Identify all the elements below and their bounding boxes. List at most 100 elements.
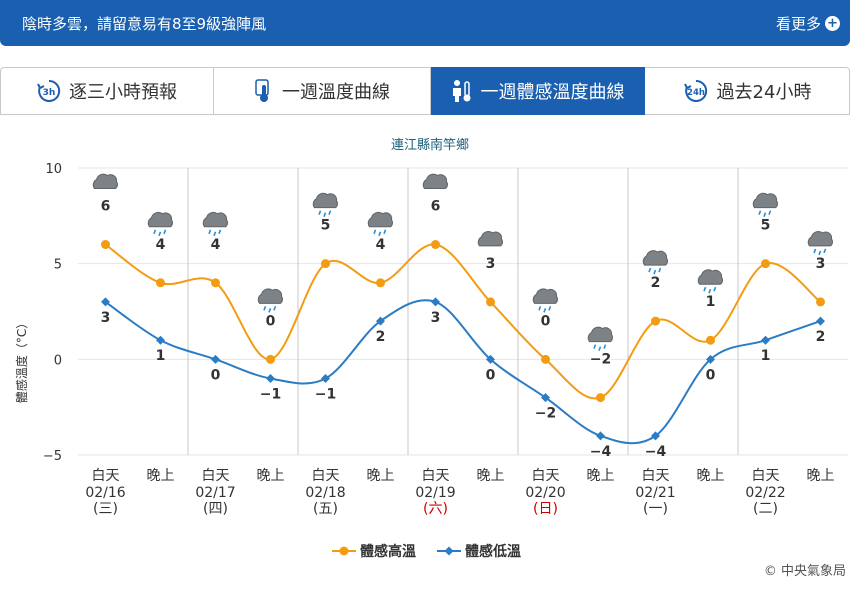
rain-drop (648, 267, 652, 273)
rain-drop (603, 344, 607, 349)
y-tick-label: 0 (54, 353, 62, 368)
rain-drop (268, 308, 272, 313)
low-point (486, 354, 495, 364)
cloud-shape (807, 231, 833, 247)
high-point (101, 240, 110, 250)
rain-drop (713, 286, 717, 292)
rain-drop (208, 229, 212, 235)
high-data-label: 5 (761, 218, 771, 234)
high-point (761, 259, 770, 269)
high-data-label: −2 (590, 352, 611, 368)
high-data-label: 1 (706, 294, 716, 310)
low-point (431, 297, 440, 307)
tab-three-hour-forecast[interactable]: 3h 逐三小時預報 (0, 67, 214, 115)
high-data-label: 5 (321, 218, 331, 234)
x-period-label: 白天 (752, 468, 780, 484)
partly-cloudy-rain-icon (367, 211, 393, 237)
cloudy-rain-icon (312, 192, 338, 217)
rain-drop (158, 231, 162, 237)
see-more-link[interactable]: 看更多 + (776, 13, 840, 34)
low-series: 3 1 0 −1 −1 2 3 0 −2 −4 −4 0 1 2 (101, 297, 825, 460)
rain-drop (323, 212, 327, 217)
high-point (266, 354, 275, 364)
x-tick-labels: 白天 晚上 白天 晚上 白天 晚上 白天 晚上 白天 晚上 白天 晚上 白天 晚上 02/16(三) 02/1… (85, 468, 834, 517)
rain-drop (593, 344, 597, 349)
body-thermometer-icon (451, 79, 473, 103)
x-period-label: 晚上 (257, 468, 285, 484)
low-data-label: 0 (211, 367, 221, 383)
x-period-label: 晚上 (367, 468, 395, 484)
x-period-label: 晚上 (697, 468, 725, 484)
cloudy-icon (422, 173, 448, 190)
low-point (376, 316, 385, 326)
weather-icons (92, 173, 833, 351)
y-tick-label: 10 (45, 162, 62, 177)
rain-drop (548, 306, 552, 311)
rain-drop (318, 210, 322, 215)
rain-drop (703, 286, 707, 292)
cloud-shape (367, 211, 393, 228)
low-data-label: 2 (376, 329, 386, 345)
cloud-shape (312, 192, 338, 209)
low-data-label: −1 (260, 386, 281, 402)
high-point (596, 393, 605, 403)
low-data-label: −1 (315, 386, 336, 402)
cloudy-rain-icon (202, 211, 228, 237)
y-tick-label: 5 (54, 258, 62, 273)
cloudy-rain-icon (697, 269, 723, 294)
cloudy-icon (477, 231, 503, 247)
rain-drop (823, 248, 827, 254)
rain-drop (328, 210, 332, 215)
x-weekday-label: (日) (533, 501, 558, 517)
rain-drop (813, 248, 817, 254)
rain-drop (818, 250, 822, 256)
cloudy-rain-icon (807, 231, 833, 256)
cloud-shape (642, 250, 668, 266)
high-point (816, 297, 825, 307)
rain-drop (598, 346, 602, 351)
cloud-shape (752, 192, 778, 209)
x-period-label: 晚上 (587, 468, 615, 484)
cloud-shape (92, 173, 118, 190)
tab-weekly-temperature[interactable]: 一週溫度曲線 (214, 67, 431, 115)
x-weekday-label: (三) (93, 501, 118, 517)
cloudy-rain-icon (257, 288, 283, 313)
x-date-label: 02/19 (415, 485, 455, 501)
x-period-label: 晚上 (147, 468, 175, 484)
cloud-shape (257, 288, 283, 304)
y-axis-label: 體感溫度（°C） (14, 317, 29, 403)
x-date-label: 02/21 (635, 485, 675, 501)
rain-drop (768, 210, 772, 215)
rain-drop (378, 231, 382, 237)
high-data-label: 4 (376, 237, 386, 253)
high-point (211, 278, 220, 288)
thermometer-icon (254, 79, 274, 103)
high-data-label: 0 (541, 313, 551, 329)
rain-drop (373, 229, 377, 235)
high-data-label: 2 (651, 275, 661, 291)
rain-drop (708, 288, 712, 294)
rain-drop (383, 229, 387, 235)
low-data-label: −4 (590, 444, 612, 460)
cloud-shape (477, 231, 503, 247)
x-period-label: 白天 (532, 468, 560, 484)
tab-past-24-hours[interactable]: 24h 過去24小時 (645, 67, 850, 115)
tab-weekly-apparent-temperature[interactable]: 一週體感溫度曲線 (431, 67, 645, 115)
x-period-label: 白天 (312, 468, 340, 484)
low-data-label: 1 (156, 348, 166, 364)
high-point (376, 278, 385, 288)
x-weekday-label: (一) (643, 501, 668, 517)
low-point (211, 354, 220, 364)
3h-clock-icon: 3h (37, 79, 61, 103)
high-data-label: 6 (431, 199, 441, 215)
cloud-shape (587, 326, 613, 343)
svg-text:24h: 24h (687, 88, 705, 98)
high-data-label: 3 (486, 256, 496, 272)
low-point (651, 431, 660, 441)
x-date-label: 02/17 (195, 485, 235, 501)
high-point (706, 335, 715, 345)
tab-bar: 3h 逐三小時預報 一週溫度曲線 一週體感溫度曲線 24h 過去24小時 (0, 67, 850, 115)
plus-circle-icon: + (825, 16, 840, 31)
low-point (541, 393, 550, 403)
legend-label: 體感低溫 (465, 543, 521, 560)
